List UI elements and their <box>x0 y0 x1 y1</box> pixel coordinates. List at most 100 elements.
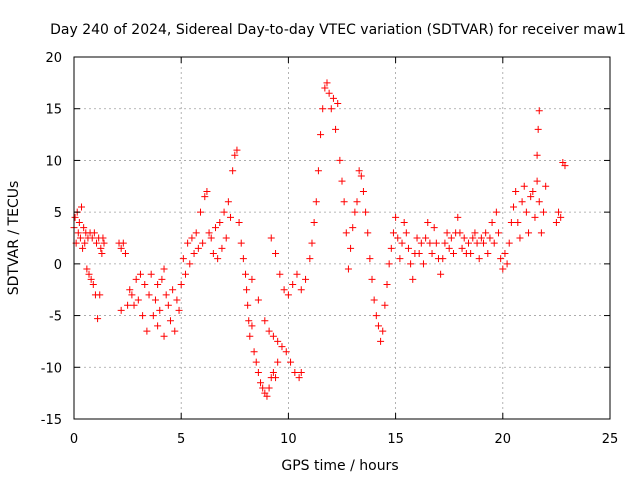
data-point <box>520 182 528 190</box>
data-point <box>274 337 282 345</box>
data-point <box>265 327 273 335</box>
y-axis-label: SDTVAR / TECUs <box>6 181 22 296</box>
data-point <box>518 198 526 206</box>
data-point <box>269 368 277 376</box>
data-point <box>400 218 408 226</box>
data-point <box>97 244 105 252</box>
data-point <box>85 270 93 278</box>
data-point <box>317 131 325 139</box>
data-point <box>203 187 211 195</box>
data-point <box>561 162 569 170</box>
data-point <box>235 218 243 226</box>
y-tick-label: 15 <box>45 103 62 118</box>
data-point <box>128 291 136 299</box>
data-points <box>70 79 569 400</box>
data-point <box>263 392 271 400</box>
data-point <box>76 234 84 242</box>
data-point <box>158 275 166 283</box>
data-point <box>514 218 522 226</box>
data-point <box>413 234 421 242</box>
data-point <box>464 239 472 247</box>
data-point <box>529 187 537 195</box>
data-point <box>392 213 400 221</box>
data-point <box>387 244 395 252</box>
data-point <box>186 260 194 268</box>
y-tick-label: -5 <box>49 310 62 325</box>
data-point <box>325 89 333 97</box>
data-point <box>557 213 565 221</box>
data-point <box>154 322 162 330</box>
y-tick-label: 5 <box>54 206 62 221</box>
data-point <box>475 255 483 263</box>
data-point <box>306 255 314 263</box>
data-point <box>179 255 187 263</box>
data-point <box>272 374 280 382</box>
data-point <box>329 94 337 102</box>
data-point <box>224 198 232 206</box>
data-point <box>310 218 318 226</box>
x-axis-ticks: 0 5 10 15 20 25 <box>70 57 618 447</box>
plot-frame <box>73 56 611 420</box>
data-point <box>540 208 548 216</box>
data-point <box>231 151 239 159</box>
data-point <box>353 198 361 206</box>
data-point <box>503 260 511 268</box>
data-point <box>117 244 125 252</box>
data-point <box>248 275 256 283</box>
x-tick-label: 0 <box>70 432 78 447</box>
data-point <box>321 84 329 92</box>
data-point <box>495 229 503 237</box>
data-point <box>81 239 89 247</box>
data-point <box>471 229 479 237</box>
y-tick-label: 20 <box>45 51 62 66</box>
data-point <box>209 250 217 258</box>
data-point <box>96 291 104 299</box>
y-axis-ticks: -15 -10 -5 0 5 10 15 20 <box>41 51 610 428</box>
data-point <box>237 239 245 247</box>
data-point <box>437 270 445 278</box>
data-point <box>512 187 520 195</box>
data-point <box>552 218 560 226</box>
data-point <box>244 301 252 309</box>
data-point <box>222 234 230 242</box>
data-point <box>486 234 494 242</box>
data-point <box>166 317 174 325</box>
data-point <box>497 255 505 263</box>
data-point <box>379 327 387 335</box>
data-point <box>370 296 378 304</box>
data-point <box>490 239 498 247</box>
data-point <box>332 125 340 133</box>
data-point <box>246 332 254 340</box>
data-point <box>121 250 129 258</box>
data-point <box>480 239 488 247</box>
data-point <box>177 281 185 289</box>
data-point <box>492 208 500 216</box>
data-point <box>259 384 267 392</box>
data-point <box>430 224 438 232</box>
data-point <box>344 265 352 273</box>
data-point <box>385 260 393 268</box>
data-point <box>501 250 509 258</box>
data-point <box>510 203 518 211</box>
data-point <box>145 291 153 299</box>
x-tick-label: 10 <box>280 432 297 447</box>
data-point <box>252 358 260 366</box>
data-point <box>130 301 138 309</box>
data-point <box>282 348 290 356</box>
data-point <box>245 317 253 325</box>
grid <box>74 57 610 419</box>
data-point <box>284 291 292 299</box>
data-point <box>372 312 380 320</box>
data-point <box>89 281 97 289</box>
data-point <box>428 250 436 258</box>
data-point <box>134 296 142 304</box>
x-tick-label: 25 <box>602 432 619 447</box>
data-point <box>199 239 207 247</box>
data-point <box>196 208 204 216</box>
data-point <box>394 234 402 242</box>
data-point <box>216 218 224 226</box>
data-point <box>160 332 168 340</box>
x-tick-label: 5 <box>177 432 185 447</box>
data-point <box>312 198 320 206</box>
data-point <box>407 260 415 268</box>
